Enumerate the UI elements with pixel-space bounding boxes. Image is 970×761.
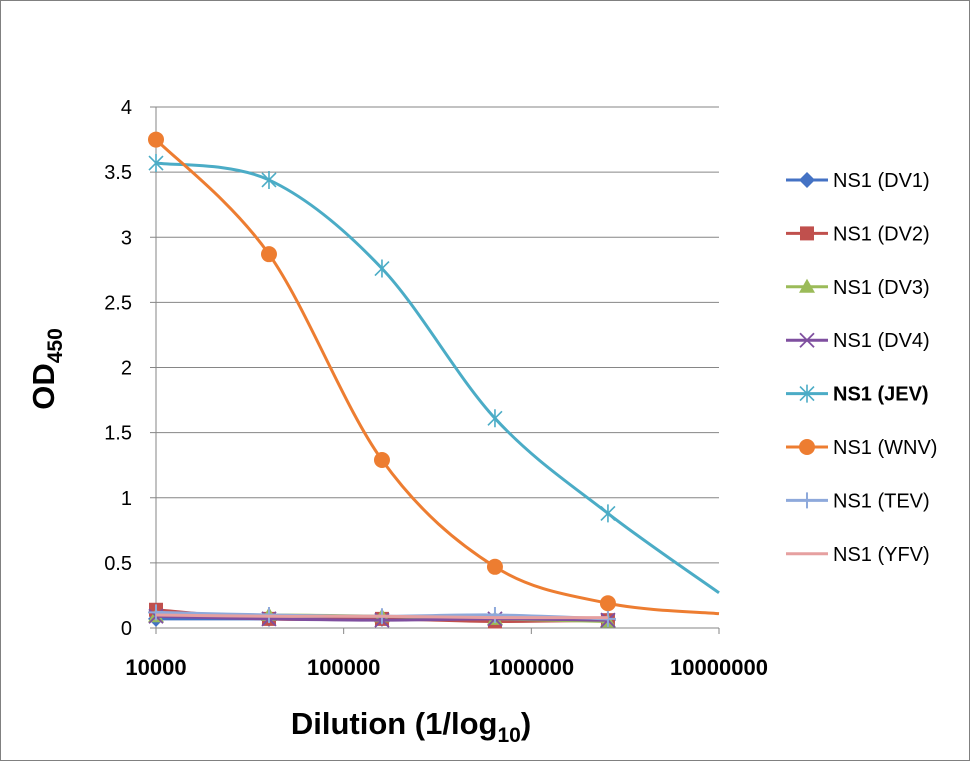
x-tick-label: 1000000: [489, 655, 575, 680]
series-line: [155, 613, 608, 620]
y-tick-label: 3: [121, 227, 132, 249]
y-axis-title-main: OD: [26, 363, 61, 410]
legend-swatch-marker: [799, 172, 815, 188]
legend-item: NS1 (DV4): [786, 330, 930, 352]
legend-label: NS1 (TEV): [833, 490, 930, 512]
data-point: [148, 154, 164, 173]
legend-swatch-marker: [799, 492, 815, 509]
y-tick-label: 2.5: [104, 292, 132, 314]
x-tick-label: 100000: [307, 655, 380, 680]
data-point: [261, 170, 277, 189]
y-tick-label: 1.5: [104, 423, 132, 445]
data-point: [487, 409, 503, 428]
data-point: [374, 259, 390, 278]
legend-label: NS1 (JEV): [833, 384, 929, 406]
data-point: [486, 606, 503, 623]
legend-label: NS1 (DV3): [833, 277, 930, 299]
legend-label: NS1 (DV1): [833, 170, 930, 192]
legend-label: NS1 (YFV): [833, 544, 930, 566]
legend-item: NS1 (DV3): [786, 277, 930, 299]
gridlines: [156, 106, 719, 564]
y-axis-title-subscript: 450: [44, 328, 67, 363]
legend-item: NS1 (JEV): [786, 384, 929, 406]
x-tick-label: 10000000: [670, 655, 768, 680]
y-tick-label: 1: [121, 488, 132, 510]
axes: 0 0.5 1 1.5 2 2.5 3 3.5 4 10000 100000 1000000 10000…: [104, 97, 768, 680]
y-tick-label: 3.5: [104, 162, 132, 184]
x-tick-label: 10000: [125, 655, 186, 680]
legend-item: NS1 (DV2): [786, 223, 930, 245]
y-tick-label: 0: [121, 618, 132, 640]
legend-swatch-marker: [799, 278, 815, 293]
data-point: [599, 595, 616, 612]
legend-swatch-marker: [800, 226, 814, 241]
series-line: [155, 161, 720, 595]
x-axis-title: Dilution (1/log10): [291, 706, 531, 747]
series-lines: [148, 131, 720, 629]
legend-item: NS1 (TEV): [786, 490, 930, 512]
series-ns1-wnv: [148, 131, 720, 616]
y-axis-title: OD450: [26, 328, 67, 410]
data-point: [373, 451, 390, 468]
x-axis-title-subscript: 10: [497, 724, 520, 747]
series-ns1-jev: [148, 154, 720, 595]
data-point: [486, 558, 503, 575]
legend-swatch-marker: [799, 384, 815, 403]
y-tick-label: 4: [121, 97, 132, 119]
data-point: [148, 604, 164, 621]
legend-item: NS1 (DV1): [786, 170, 930, 192]
y-tick-label: 2: [121, 358, 132, 380]
x-axis-title-suffix: ): [521, 706, 531, 741]
x-axis-title-main: Dilution (1/log: [291, 706, 498, 741]
legend-swatch-marker: [799, 332, 815, 348]
legend-swatch-marker: [799, 439, 815, 455]
series-ns1-yfv: [155, 613, 608, 620]
legend-label: NS1 (DV4): [833, 330, 930, 352]
legend-item: NS1 (YFV): [786, 544, 930, 566]
legend-label: NS1 (WNV): [833, 437, 937, 459]
legend-item: NS1 (WNV): [786, 437, 937, 459]
legend: NS1 (DV1) NS1 (DV2) NS1 (DV3) NS1 (DV4) NS1 …: [786, 170, 937, 566]
data-point: [148, 131, 164, 148]
data-point: [260, 246, 277, 263]
data-point: [600, 504, 616, 523]
y-tick-label: 0.5: [104, 553, 132, 575]
legend-label: NS1 (DV2): [833, 223, 930, 245]
series-line: [154, 138, 720, 616]
